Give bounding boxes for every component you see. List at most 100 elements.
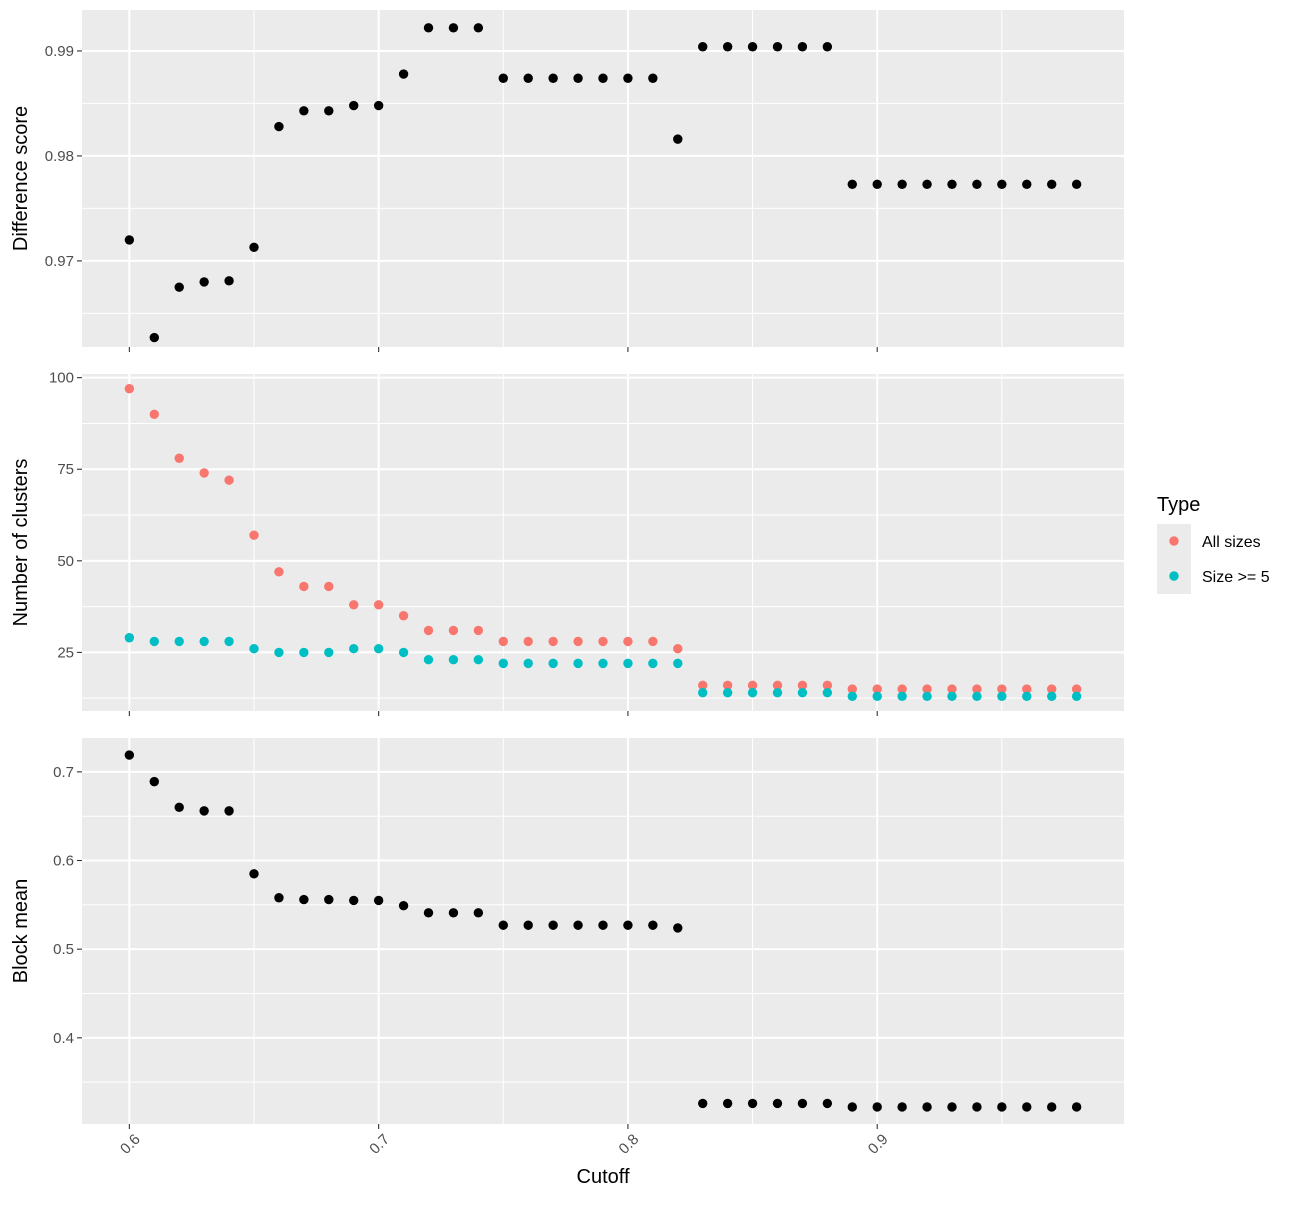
data-point xyxy=(299,894,309,905)
data-point xyxy=(124,383,135,394)
data-point xyxy=(648,73,658,83)
data-point xyxy=(324,894,334,905)
data-point xyxy=(722,687,733,698)
data-point xyxy=(698,687,708,698)
data-point xyxy=(149,776,159,787)
y-axis-title: Number of clusters xyxy=(10,459,32,627)
data-point xyxy=(473,625,484,636)
data-point xyxy=(174,453,184,463)
data-point xyxy=(1071,179,1082,189)
data-point xyxy=(249,242,259,252)
data-point xyxy=(349,895,359,906)
data-point xyxy=(249,644,259,654)
data-point xyxy=(722,1098,733,1109)
data-point xyxy=(498,920,508,930)
data-point xyxy=(573,920,583,930)
data-point xyxy=(947,684,957,694)
data-point xyxy=(673,644,683,654)
data-point xyxy=(149,409,159,419)
data-point xyxy=(398,901,409,911)
data-point xyxy=(972,1102,982,1112)
data-point xyxy=(523,636,533,647)
data-point xyxy=(573,73,583,83)
data-point xyxy=(972,179,982,189)
y-tick-label: 25 xyxy=(57,644,74,661)
y-tick-label: 75 xyxy=(57,461,74,478)
legend-key-size-ge-5 xyxy=(1169,571,1179,581)
data-point xyxy=(747,42,758,52)
data-point xyxy=(772,687,783,698)
data-point xyxy=(947,691,957,702)
data-point xyxy=(448,625,459,636)
data-point xyxy=(373,644,384,654)
data-point xyxy=(199,806,209,816)
data-point xyxy=(523,658,533,669)
data-point xyxy=(922,179,932,189)
data-point xyxy=(822,687,833,698)
data-point xyxy=(349,644,359,654)
data-point xyxy=(598,636,608,647)
data-point xyxy=(398,647,409,658)
data-point xyxy=(623,658,633,669)
data-point xyxy=(747,687,758,698)
data-point xyxy=(349,100,359,111)
x-tick-label: 0.6 xyxy=(117,1131,144,1158)
data-point xyxy=(997,691,1007,702)
data-point xyxy=(498,658,508,669)
data-point xyxy=(1047,691,1057,702)
data-point xyxy=(224,806,234,816)
y-tick-label: 0.97 xyxy=(45,253,74,270)
data-point xyxy=(473,908,484,918)
data-point xyxy=(149,332,159,343)
series-1 xyxy=(124,750,1082,1112)
data-point xyxy=(174,282,184,292)
data-point xyxy=(698,1098,708,1109)
data-point xyxy=(548,636,558,647)
data-point xyxy=(822,42,833,52)
data-point xyxy=(1071,691,1082,702)
data-point xyxy=(448,655,459,665)
data-point xyxy=(598,920,608,930)
data-point xyxy=(648,636,658,647)
data-point xyxy=(523,920,533,930)
data-point xyxy=(872,684,882,694)
data-point xyxy=(872,691,882,702)
legend-label-size-ge-5: Size >= 5 xyxy=(1202,569,1270,586)
data-point xyxy=(1022,684,1032,694)
data-point xyxy=(299,106,309,116)
data-point xyxy=(1022,1102,1032,1112)
data-point xyxy=(698,42,708,52)
data-point xyxy=(722,680,733,691)
data-point xyxy=(947,179,957,189)
legend-label-all-sizes: All sizes xyxy=(1202,534,1261,551)
data-point xyxy=(423,23,434,33)
data-point xyxy=(349,600,359,610)
data-point xyxy=(947,1102,957,1112)
legend-key-background xyxy=(1157,524,1191,594)
y-tick-label: 0.7 xyxy=(53,764,74,781)
data-point xyxy=(673,923,683,933)
data-point xyxy=(922,1102,932,1112)
data-point xyxy=(1047,1102,1057,1112)
data-point xyxy=(573,636,583,647)
data-point xyxy=(897,1102,907,1112)
data-point xyxy=(673,134,683,144)
data-point xyxy=(847,691,857,702)
data-point xyxy=(324,647,334,658)
data-point xyxy=(772,1098,783,1109)
data-point xyxy=(199,277,209,287)
data-point xyxy=(772,680,783,691)
x-tick-label: 0.8 xyxy=(616,1131,643,1158)
data-point xyxy=(997,1102,1007,1112)
data-point xyxy=(897,691,907,702)
data-point xyxy=(324,581,334,592)
data-point xyxy=(199,636,209,647)
legend-item-all-sizes: All sizes xyxy=(1169,534,1261,551)
data-point xyxy=(897,684,907,694)
data-point xyxy=(797,1098,808,1109)
data-point xyxy=(224,636,234,647)
x-tick-label: 0.7 xyxy=(366,1131,393,1158)
data-point xyxy=(299,647,309,658)
